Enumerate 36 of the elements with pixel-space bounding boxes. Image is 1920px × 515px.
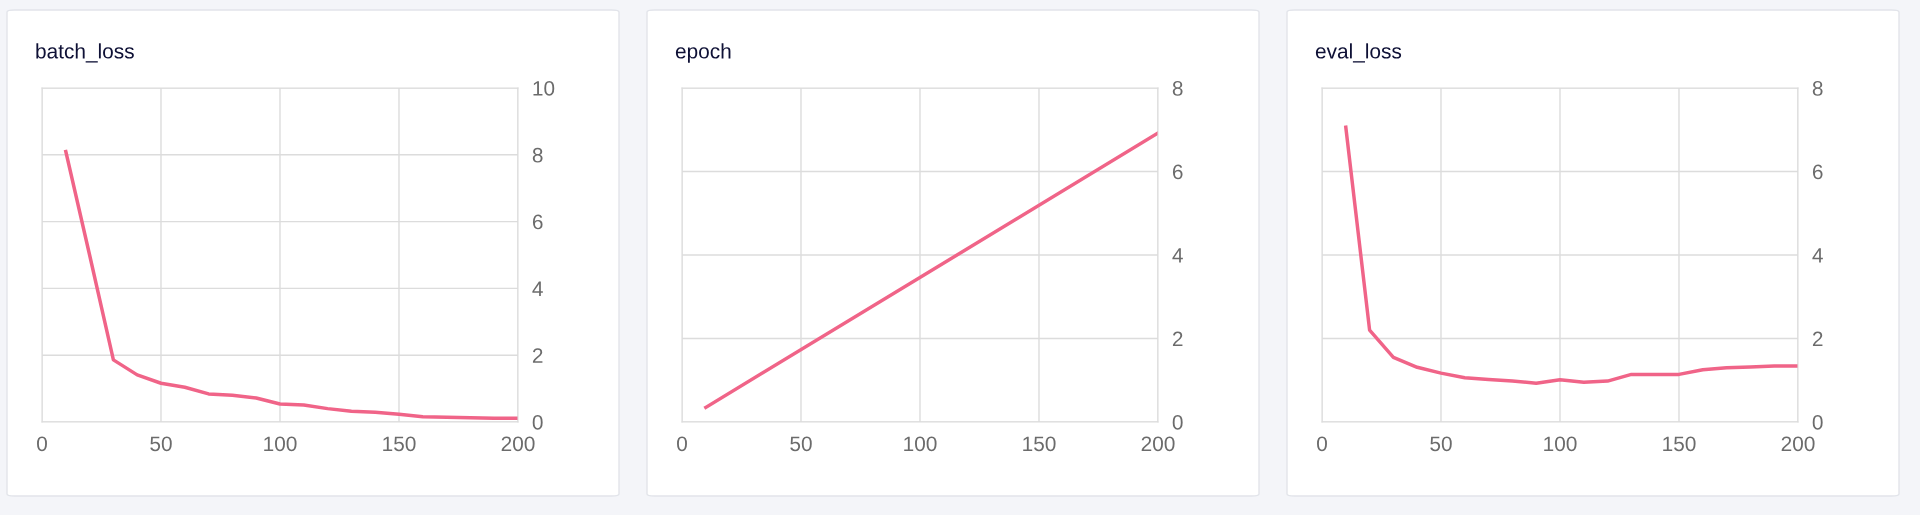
x-tick-label: 0: [677, 436, 687, 452]
y-tick-label: 2: [1172, 331, 1183, 347]
y-tick-label: 0: [1172, 415, 1183, 430]
line-series: [1344, 125, 1798, 385]
x-tick-label: 200: [501, 436, 535, 452]
y-tick-label: 2: [532, 348, 543, 363]
x-tick-label: 150: [1023, 436, 1056, 452]
y-tick-label: 8: [1172, 81, 1183, 96]
y-tick-label: 4: [1172, 248, 1183, 263]
x-tick-label: 100: [264, 436, 297, 452]
chart-title: epoch: [675, 43, 731, 63]
x-tick-label: 50: [150, 436, 172, 452]
y-tick-label: 8: [1812, 81, 1823, 96]
y-tick-label: 4: [532, 281, 543, 296]
x-tick-label: 0: [37, 436, 47, 452]
y-tick-label: 6: [532, 214, 543, 230]
y-tick-label: 4: [1812, 248, 1823, 263]
y-tick-label: 6: [1172, 164, 1183, 180]
x-tick-label: 150: [1663, 436, 1696, 452]
x-tick-label: 200: [1781, 436, 1815, 452]
x-tick-label: 100: [1544, 436, 1577, 452]
x-tick-label: 100: [904, 436, 937, 452]
x-tick-label: 50: [790, 436, 812, 452]
y-tick-label: 0: [1812, 415, 1823, 430]
y-tick-label: 10: [533, 81, 555, 96]
y-tick-label: 2: [1812, 331, 1823, 347]
x-tick-label: 200: [1141, 436, 1175, 452]
chart-title: eval_loss: [1315, 43, 1402, 63]
x-tick-label: 50: [1430, 436, 1452, 452]
y-tick-label: 6: [1812, 164, 1823, 180]
y-tick-label: 8: [532, 147, 543, 163]
x-tick-label: 150: [383, 436, 416, 452]
y-tick-label: 0: [532, 415, 543, 430]
line-series: [64, 149, 518, 421]
chart-title: batch_loss: [36, 43, 134, 63]
x-tick-label: 0: [1317, 436, 1327, 452]
